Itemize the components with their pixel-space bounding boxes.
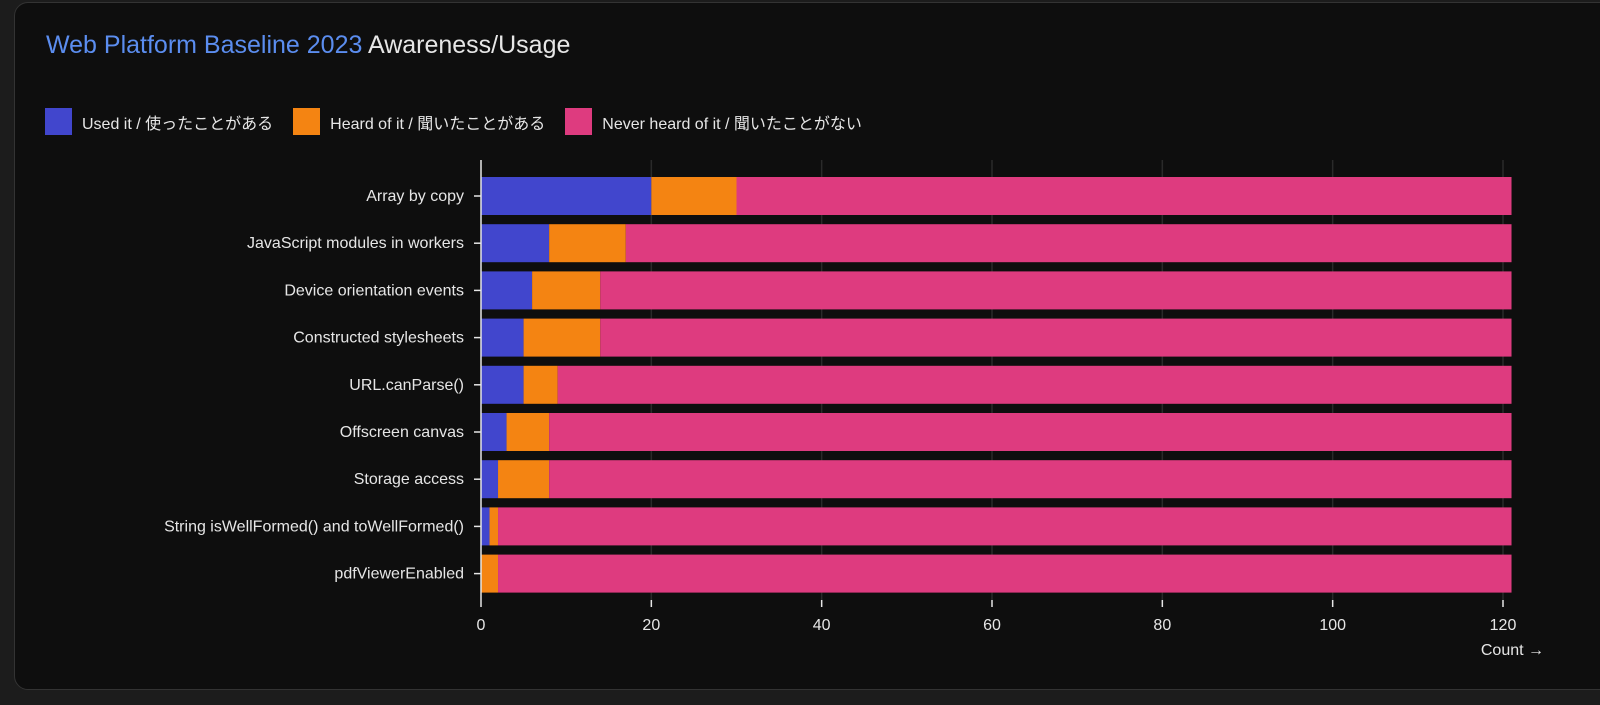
- bar-segment-used: [481, 224, 550, 263]
- x-tick-label: 40: [813, 617, 831, 634]
- category-label: Device orientation events: [284, 282, 464, 299]
- legend-label: Heard of it / 聞いたことがある: [330, 115, 546, 133]
- bar-segment-never: [625, 224, 1512, 263]
- bar-segment-used: [481, 365, 524, 404]
- category-label: JavaScript modules in workers: [247, 235, 464, 252]
- category-label: Array by copy: [366, 188, 464, 205]
- title-rest: Awareness/Usage: [367, 31, 571, 59]
- legend-item-never: Never heard of it / 聞いたことがない: [565, 108, 862, 135]
- x-tick-label: 0: [477, 617, 486, 634]
- legend-swatch: [45, 108, 72, 135]
- x-tick-label: 60: [983, 617, 1001, 634]
- category-label: URL.canParse(): [349, 377, 464, 394]
- category-label: Offscreen canvas: [340, 424, 464, 441]
- legend-item-heard: Heard of it / 聞いたことがある: [293, 108, 545, 135]
- legend: Used it / 使ったことがある Heard of it / 聞いたことがあ…: [45, 108, 862, 135]
- x-tick-label: 120: [1490, 617, 1517, 634]
- title-highlight: Web Platform Baseline 2023: [46, 31, 363, 59]
- bar-segment-never: [736, 177, 1512, 215]
- bar-segment-never: [600, 271, 1512, 310]
- bar-segment-heard: [506, 413, 550, 451]
- bar-segment-never: [498, 554, 1512, 593]
- x-tick-label: 20: [642, 617, 660, 634]
- bar-segment-never: [549, 413, 1512, 451]
- category-label: pdfViewerEnabled: [334, 566, 464, 583]
- bar-segment-used: [481, 413, 507, 451]
- bar-segment-heard: [651, 177, 737, 215]
- legend-item-used: Used it / 使ったことがある: [45, 108, 273, 135]
- bar-segment-used: [481, 460, 499, 499]
- bar-segment-heard: [489, 507, 499, 546]
- legend-swatch: [293, 108, 321, 135]
- bar-segment-heard: [481, 554, 499, 593]
- legend-label: Used it / 使ったことがある: [82, 115, 274, 133]
- category-label: String isWellFormed() and toWellFormed(): [164, 518, 464, 535]
- x-axis-label: Count →: [1481, 642, 1544, 659]
- legend-label: Never heard of it / 聞いたことがない: [602, 115, 862, 133]
- legend-swatch: [565, 108, 593, 135]
- bar-segment-heard: [523, 365, 558, 404]
- x-tick-label: 100: [1319, 617, 1346, 634]
- chart-title: Web Platform Baseline 2023 Awareness/Usa…: [46, 31, 570, 60]
- category-label: Storage access: [354, 471, 464, 488]
- bar-segment-used: [481, 507, 490, 546]
- bar-segment-used: [481, 271, 533, 310]
- category-label: Constructed stylesheets: [293, 330, 464, 347]
- bar-segment-used: [481, 318, 524, 357]
- bar-segment-heard: [523, 318, 601, 357]
- bar-segment-never: [549, 460, 1512, 499]
- bar-segment-never: [498, 507, 1512, 546]
- bar-segment-used: [481, 177, 652, 215]
- bar-segment-heard: [532, 271, 601, 310]
- bar-segment-heard: [549, 224, 626, 263]
- bar-segment-heard: [498, 460, 550, 499]
- x-tick-label: 80: [1153, 617, 1171, 634]
- bar-segment-never: [600, 318, 1512, 357]
- bar-segment-never: [557, 365, 1512, 404]
